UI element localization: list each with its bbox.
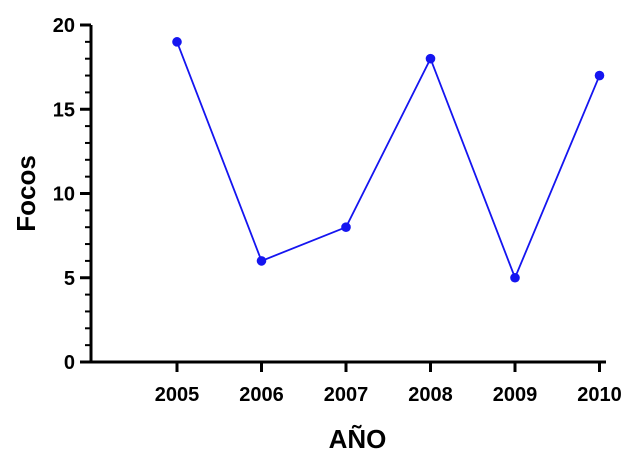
axes (89, 25, 606, 364)
data-point (425, 53, 436, 64)
y-axis-title: Focos (11, 155, 41, 232)
data-point (172, 37, 182, 47)
series-layer (172, 37, 605, 283)
data-point (594, 70, 605, 81)
x-tick-label: 2005 (155, 384, 200, 406)
series-line (176, 41, 601, 281)
y-tick-label: 0 (64, 352, 75, 374)
x-tick-label: 2008 (408, 384, 453, 406)
data-point (256, 256, 267, 266)
data-point (510, 272, 520, 283)
x-tick-label: 2007 (324, 384, 369, 406)
x-axis-title: AÑO (329, 424, 387, 450)
x-tick-label: 2010 (577, 384, 622, 406)
y-tick-label: 20 (53, 15, 75, 37)
y-tick-label: 5 (64, 268, 75, 290)
y-tick-label: 15 (53, 99, 75, 121)
y-axis-ticks: 0 5 10 15 20 (53, 15, 91, 374)
x-tick-label: 2009 (493, 384, 538, 406)
y-tick-label: 10 (53, 184, 75, 206)
x-axis-ticks: 2005 2006 2007 2008 2009 2010 (155, 362, 622, 406)
data-point (341, 222, 351, 232)
x-tick-label: 2006 (239, 384, 284, 406)
